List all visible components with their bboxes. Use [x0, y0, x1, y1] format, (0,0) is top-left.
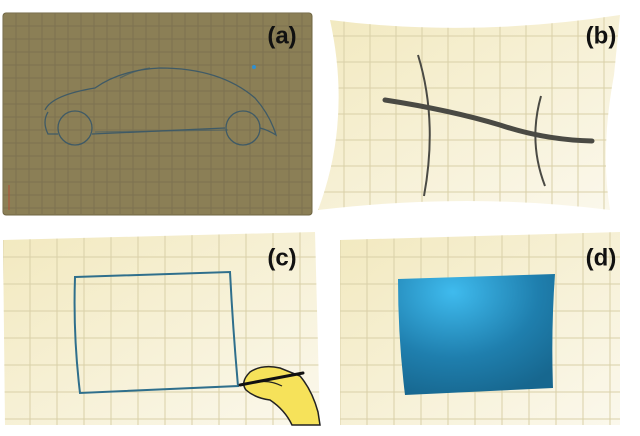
panel-label: (a) — [267, 22, 296, 49]
car-sketch — [44, 67, 278, 146]
canvas-background — [2, 12, 313, 216]
panel-label: (c) — [267, 244, 296, 271]
paper — [3, 232, 320, 425]
panel-label: (b) — [586, 22, 617, 49]
cursor-dot — [252, 65, 256, 69]
panel-label: (d) — [586, 244, 617, 271]
stroke-vertical — [534, 95, 546, 187]
grid — [3, 13, 312, 215]
hand — [238, 365, 321, 426]
drawn-rectangle — [73, 270, 240, 395]
grid — [318, 15, 620, 210]
warped-paper — [318, 15, 620, 210]
grid — [3, 232, 320, 425]
stroke-vertical — [417, 54, 431, 197]
filled-rectangle — [398, 274, 555, 395]
panel-a: (a) — [2, 12, 313, 216]
panel-c: (c) — [3, 232, 321, 426]
stroke-horizontal — [382, 97, 595, 144]
panel-b: (b) — [318, 15, 620, 210]
panel-d: (d) — [340, 232, 620, 425]
